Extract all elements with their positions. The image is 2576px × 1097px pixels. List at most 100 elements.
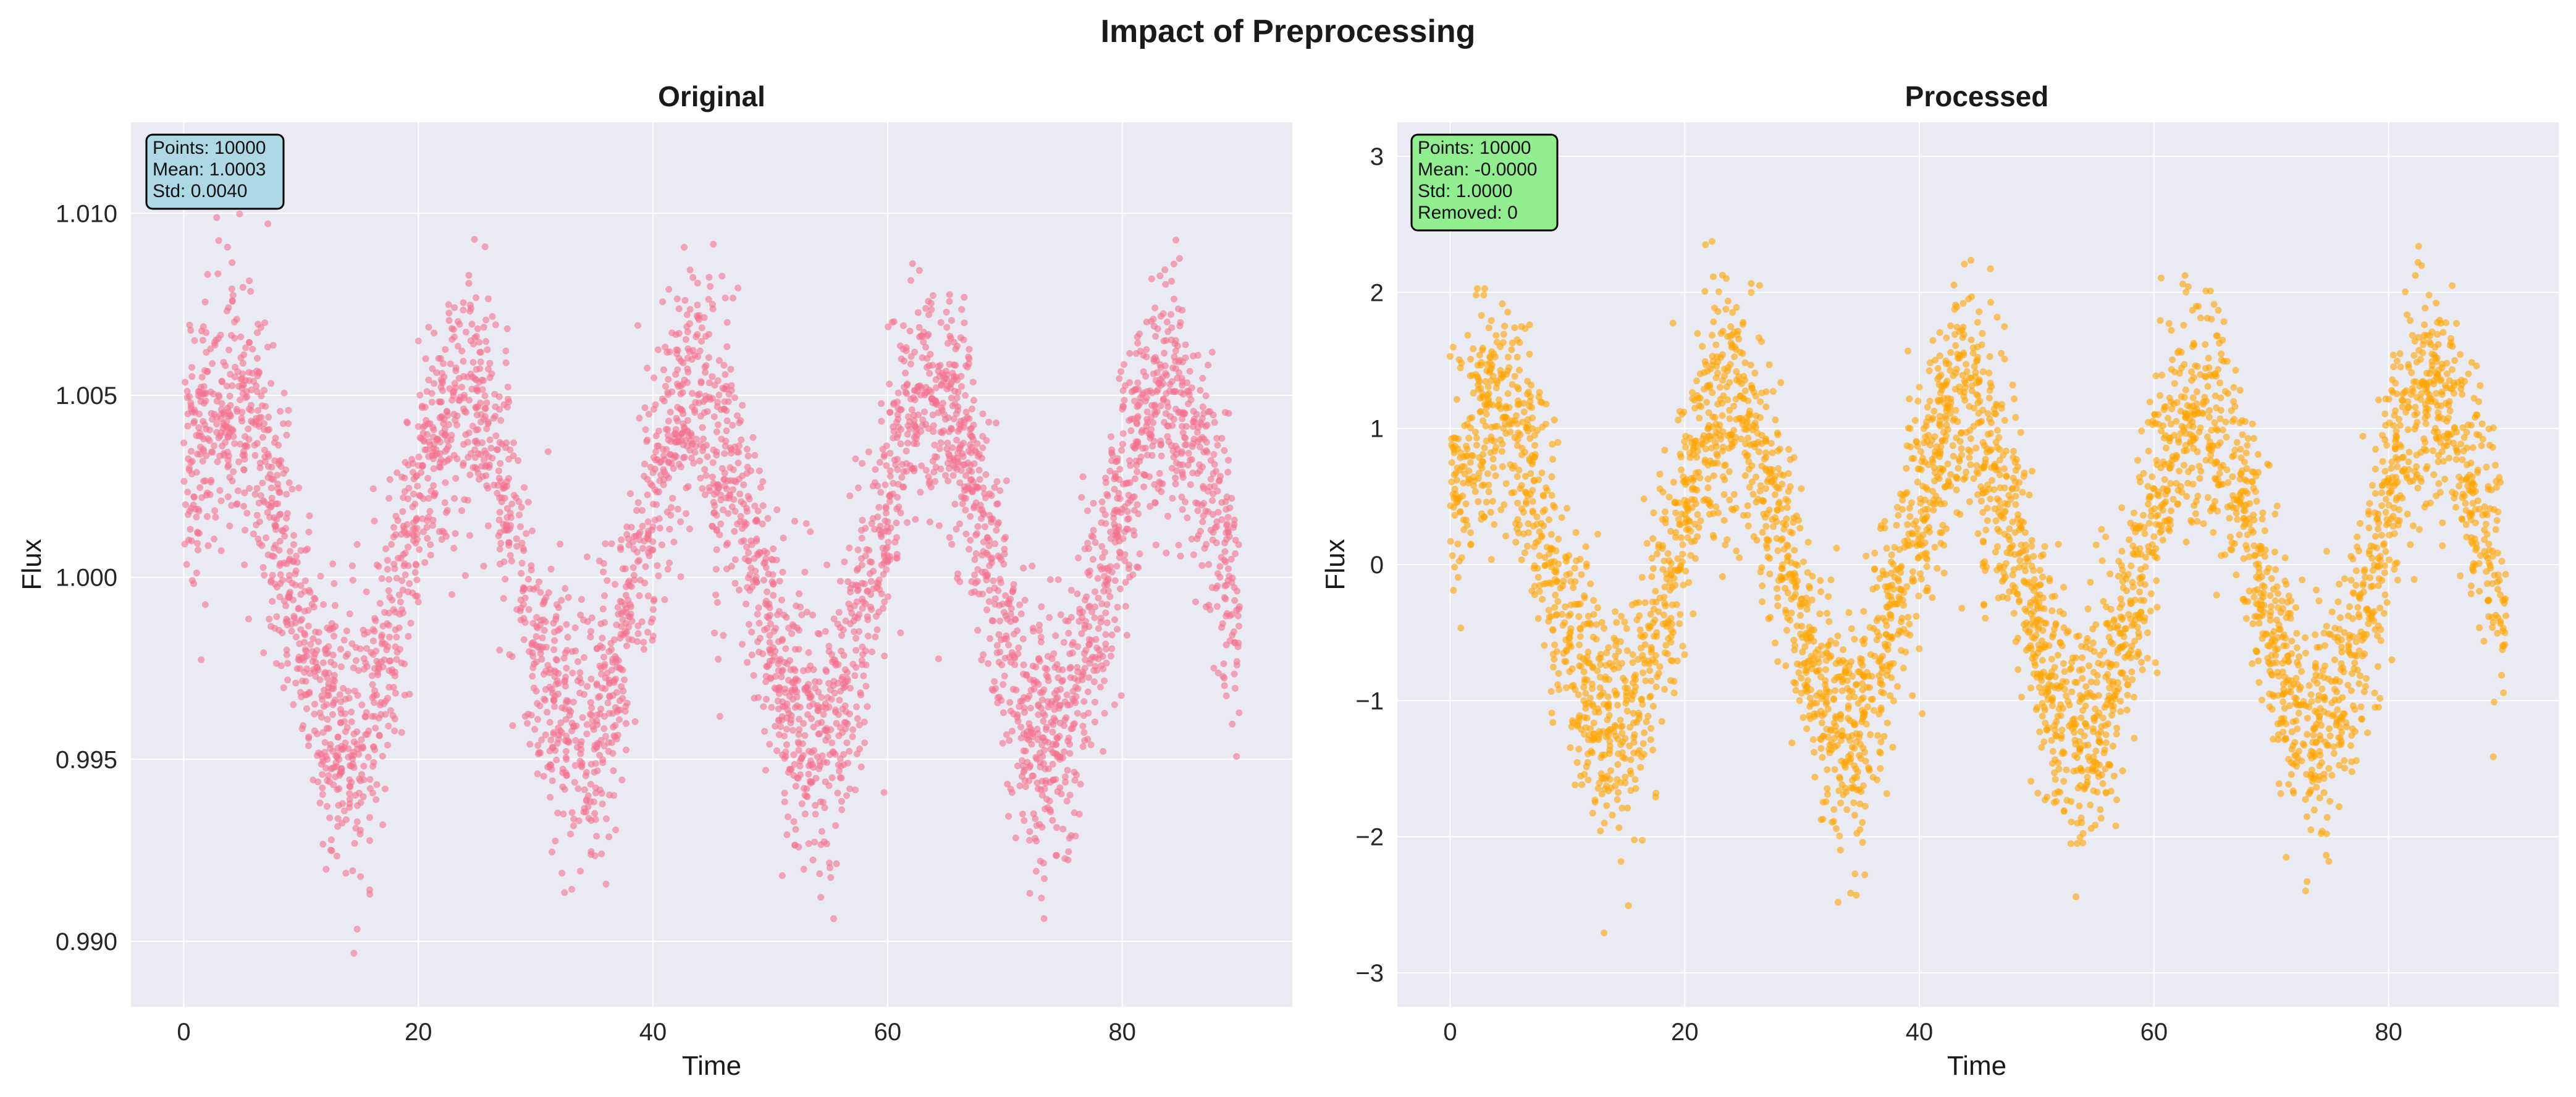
- scatter-point: [363, 645, 370, 652]
- scatter-point: [660, 397, 668, 405]
- scatter-point: [286, 555, 293, 563]
- scatter-point: [748, 628, 756, 636]
- scatter-point: [1187, 481, 1194, 489]
- scatter-point: [484, 522, 492, 529]
- scatter-point: [1203, 439, 1210, 446]
- scatter-point: [894, 405, 902, 412]
- scatter-point: [2415, 526, 2423, 533]
- scatter-point: [1021, 817, 1028, 824]
- scatter-point: [846, 710, 853, 718]
- scatter-point: [890, 318, 898, 326]
- scatter-point: [796, 715, 803, 723]
- scatter-point: [718, 272, 726, 280]
- scatter-point: [560, 810, 567, 818]
- scatter-point: [998, 662, 1005, 668]
- scatter-point: [468, 321, 476, 328]
- scatter-point: [1102, 520, 1109, 527]
- scatter-point: [290, 701, 297, 708]
- scatter-point: [978, 515, 985, 522]
- scatter-point: [1105, 566, 1112, 574]
- scatter-point: [2169, 356, 2176, 363]
- scatter-point: [825, 642, 833, 650]
- scatter-point: [798, 800, 806, 807]
- scatter-point: [421, 446, 429, 453]
- scatter-point: [2249, 620, 2257, 628]
- scatter-point: [430, 465, 437, 473]
- scatter-point: [849, 726, 857, 733]
- scatter-point: [844, 720, 851, 728]
- scatter-point: [473, 366, 480, 373]
- scatter-point: [473, 333, 480, 340]
- scatter-point: [623, 746, 629, 754]
- scatter-point: [1223, 521, 1231, 529]
- scatter-point: [1102, 474, 1109, 482]
- scatter-point: [358, 744, 365, 752]
- scatter-point: [1078, 494, 1085, 501]
- scatter-point: [351, 792, 359, 799]
- scatter-point: [929, 411, 937, 419]
- scatter-point: [1741, 387, 1749, 395]
- scatter-point: [229, 292, 237, 299]
- scatter-point: [202, 397, 209, 405]
- scatter-point: [856, 628, 863, 635]
- scatter-point: [846, 544, 853, 552]
- scatter-point: [604, 699, 612, 707]
- scatter-point: [342, 653, 350, 660]
- scatter-point: [346, 796, 353, 803]
- scatter-point: [2412, 272, 2419, 279]
- scatter-point: [739, 641, 746, 648]
- scatter-point: [450, 545, 458, 552]
- scatter-point: [1151, 411, 1159, 418]
- scatter-point: [720, 632, 727, 639]
- scatter-point: [2372, 465, 2379, 473]
- scatter-point: [1449, 552, 1456, 559]
- scatter-point: [311, 710, 318, 718]
- scatter-point: [1232, 550, 1239, 557]
- scatter-point: [292, 567, 300, 574]
- scatter-point: [606, 692, 613, 700]
- scatter-point: [422, 355, 429, 363]
- scatter-point: [716, 713, 723, 720]
- scatter-point: [815, 730, 822, 738]
- scatter-point: [1061, 773, 1069, 781]
- scatter-point: [385, 723, 392, 729]
- scatter-point: [437, 456, 445, 463]
- scatter-point: [204, 513, 211, 520]
- scatter-point: [477, 358, 484, 366]
- scatter-point: [694, 301, 701, 309]
- scatter-point: [971, 556, 979, 563]
- scatter-point: [989, 515, 996, 523]
- scatter-point: [880, 789, 888, 796]
- scatter-point: [950, 415, 958, 422]
- scatter-point: [828, 658, 836, 665]
- scatter-point: [542, 731, 549, 739]
- scatter-point: [591, 810, 599, 817]
- scatter-point: [911, 396, 919, 403]
- scatter-point: [754, 638, 761, 645]
- scatter-point: [2390, 363, 2397, 371]
- scatter-point: [515, 457, 522, 464]
- scatter-point: [489, 455, 496, 462]
- scatter-point: [352, 825, 360, 832]
- scatter-point: [639, 506, 646, 514]
- scatter-point: [2161, 476, 2168, 483]
- scatter-point: [420, 528, 427, 536]
- scatter-point: [854, 484, 862, 492]
- scatter-point: [529, 527, 536, 534]
- scatter-point: [2255, 657, 2262, 665]
- scatter-point: [1190, 435, 1198, 443]
- scatter-point: [1065, 629, 1072, 637]
- scatter-point: [1489, 498, 1496, 505]
- scatter-point: [1564, 505, 1571, 512]
- scatter-point: [840, 652, 848, 659]
- scatter-point: [462, 329, 469, 336]
- scatter-point: [256, 464, 264, 471]
- scatter-point: [232, 363, 238, 371]
- scatter-point: [1799, 714, 1807, 721]
- scatter-point: [1137, 394, 1144, 401]
- scatter-point: [922, 305, 930, 312]
- scatter-point: [696, 390, 703, 398]
- scatter-point: [1930, 408, 1938, 415]
- scatter-point: [255, 407, 261, 414]
- scatter-point: [759, 650, 767, 657]
